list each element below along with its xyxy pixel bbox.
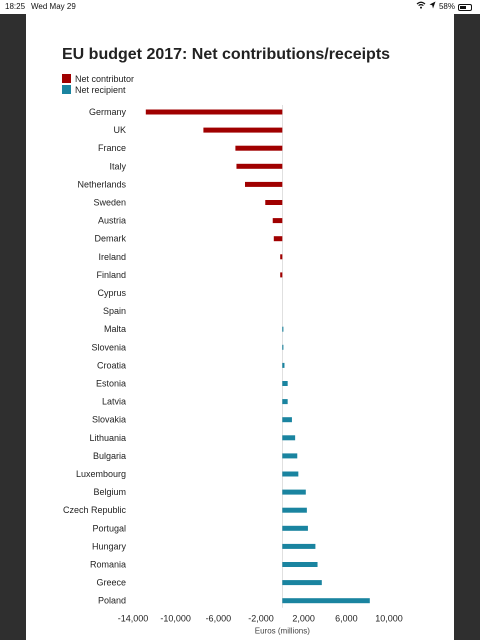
- category-label-finland: Finland: [96, 270, 126, 280]
- chart-legend: Net contributor Net recipient: [62, 73, 134, 95]
- category-label-portugal: Portugal: [92, 523, 126, 533]
- legend-label-net-contributor: Net contributor: [75, 73, 135, 84]
- legend-swatch-net-recipient: [62, 85, 71, 94]
- status-date: Wed May 29: [31, 2, 76, 11]
- bar-germany: [145, 109, 283, 115]
- x-tick-label-6-000: 6,000: [335, 614, 358, 624]
- category-label-lithuania: Lithuania: [89, 433, 126, 443]
- category-label-malta: Malta: [104, 324, 126, 334]
- right-dark-margin: [454, 14, 480, 640]
- bar-hungary: [282, 543, 316, 549]
- bar-belgium: [282, 489, 306, 495]
- category-label-slovenia: Slovenia: [91, 342, 126, 352]
- bar-croatia: [282, 362, 285, 368]
- bar-greece: [282, 580, 322, 586]
- category-label-romania: Romania: [90, 560, 126, 570]
- bar-romania: [282, 562, 318, 567]
- legend-item-net-recipient: Net recipient: [62, 84, 134, 95]
- legend-item-net-contributor: Net contributor: [62, 73, 134, 84]
- bar-latvia: [282, 399, 288, 405]
- bar-uk: [203, 127, 283, 133]
- bar-poland: [282, 598, 370, 604]
- x-tick-label--10-000: -10,000: [160, 614, 191, 624]
- category-label-bulgaria: Bulgaria: [93, 451, 126, 461]
- category-label-sweden: Sweden: [93, 198, 126, 208]
- bar-bulgaria: [282, 453, 298, 459]
- x-tick-label--6-000: -6,000: [206, 614, 232, 624]
- category-label-estonia: Estonia: [96, 379, 126, 389]
- category-label-austria: Austria: [98, 216, 126, 226]
- battery-icon: [458, 3, 472, 11]
- x-tick-label-10-000: 10,000: [375, 614, 403, 624]
- category-label-poland: Poland: [98, 596, 126, 606]
- bar-chart: Germany UK France Italy Netherlands Sweden Aus…: [63, 105, 403, 636]
- location-arrow-icon: [429, 0, 436, 14]
- bar-italy: [236, 163, 283, 169]
- battery-percent: 58%: [438, 2, 455, 11]
- x-tick-label--2-000: -2,000: [248, 614, 274, 624]
- category-label-netherlands: Netherlands: [77, 179, 126, 189]
- bar-luxembourg: [282, 471, 299, 477]
- category-label-luxembourg: Luxembourg: [76, 469, 126, 479]
- bar-ireland: [280, 254, 283, 260]
- wifi-icon: [416, 0, 426, 14]
- category-label-demark: Demark: [94, 234, 126, 244]
- legend-swatch-net-contributor: [62, 74, 71, 83]
- category-label-slovakia: Slovakia: [92, 415, 126, 425]
- status-time: 18:25: [5, 2, 26, 11]
- bar-malta: [282, 326, 284, 332]
- x-axis-title: Euros (millions): [255, 627, 310, 636]
- legend-label-net-recipient: Net recipient: [75, 84, 126, 95]
- status-bar: 18:25 Wed May 29 58%: [0, 0, 480, 14]
- bar-finland: [280, 272, 283, 278]
- bar-netherlands: [245, 181, 283, 187]
- category-label-italy: Italy: [109, 161, 126, 171]
- left-dark-margin: [0, 14, 26, 640]
- bar-slovakia: [282, 417, 292, 423]
- x-tick-label--14-000: -14,000: [118, 614, 149, 624]
- category-label-belgium: Belgium: [93, 487, 126, 497]
- x-tick-label-2-000: 2,000: [292, 614, 315, 624]
- bar-slovenia: [282, 344, 284, 350]
- bar-france: [235, 145, 283, 151]
- category-label-france: France: [98, 143, 126, 153]
- category-label-latvia: Latvia: [102, 397, 126, 407]
- category-label-uk: UK: [113, 125, 126, 135]
- category-label-cyprus: Cyprus: [97, 288, 126, 298]
- bar-czech-republic: [282, 507, 307, 513]
- status-indicators: 58%: [416, 0, 472, 14]
- category-label-greece: Greece: [96, 578, 126, 588]
- bar-austria: [272, 218, 283, 224]
- bar-portugal: [282, 525, 308, 531]
- bar-sweden: [265, 200, 283, 205]
- category-label-germany: Germany: [89, 107, 127, 117]
- category-label-croatia: Croatia: [97, 360, 126, 370]
- category-label-ireland: Ireland: [98, 252, 126, 262]
- category-label-hungary: Hungary: [92, 541, 127, 551]
- bar-lithuania: [282, 435, 296, 441]
- bar-estonia: [282, 381, 288, 386]
- bar-demark: [273, 236, 283, 242]
- chart-title: EU budget 2017: Net contributions/receip…: [62, 46, 391, 63]
- category-label-spain: Spain: [103, 306, 126, 316]
- page-canvas: EU budget 2017: Net contributions/receip…: [26, 14, 454, 640]
- category-label-czech-republic: Czech Republic: [63, 505, 127, 515]
